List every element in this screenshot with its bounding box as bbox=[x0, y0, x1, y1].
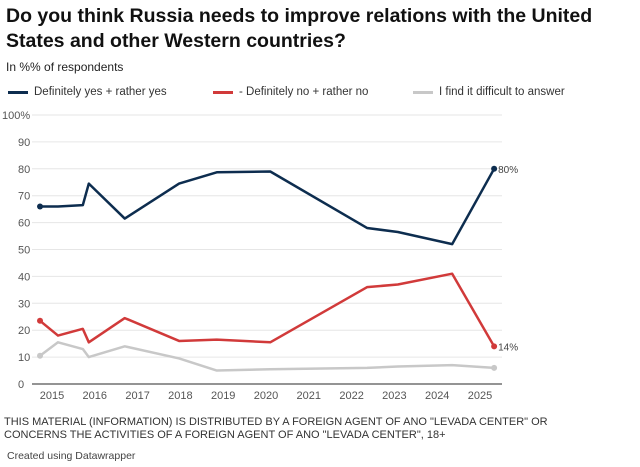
x-tick-label: 2025 bbox=[468, 390, 492, 402]
x-tick-label: 2017 bbox=[125, 390, 149, 402]
y-tick-label: 60 bbox=[18, 218, 30, 230]
end-point bbox=[491, 343, 498, 350]
series-line bbox=[40, 168, 496, 246]
y-tick-label: 50 bbox=[18, 245, 30, 257]
start-point bbox=[37, 203, 44, 210]
x-tick-label: 2020 bbox=[254, 390, 278, 402]
legend-swatch bbox=[413, 90, 433, 94]
legend-item-difficult: I find it difficult to answer bbox=[413, 86, 565, 98]
start-point bbox=[37, 317, 44, 324]
series-line bbox=[39, 272, 496, 347]
credit: Created using Datawrapper bbox=[7, 450, 136, 462]
y-tick-label: 100% bbox=[2, 110, 30, 122]
y-tick-label: 20 bbox=[18, 325, 30, 337]
legend-swatch bbox=[8, 90, 28, 94]
end-point bbox=[491, 364, 498, 371]
legend-swatch bbox=[213, 90, 233, 94]
chart-title: Do you think Russia needs to improve rel… bbox=[6, 5, 593, 52]
y-tick-label: 40 bbox=[18, 271, 30, 283]
end-point bbox=[491, 165, 498, 172]
y-tick-label: 10 bbox=[18, 352, 30, 364]
x-tick-label: 2021 bbox=[297, 390, 321, 402]
y-tick-label: 90 bbox=[18, 137, 30, 149]
x-tick-label: 2018 bbox=[168, 390, 192, 402]
x-tick-label: 2024 bbox=[425, 390, 449, 402]
y-tick-label: 70 bbox=[18, 191, 30, 203]
x-tick-label: 2015 bbox=[40, 390, 64, 402]
end-label: 80% bbox=[498, 165, 518, 176]
legend-item-yes: Definitely yes + rather yes bbox=[8, 86, 167, 98]
end-label: 14% bbox=[498, 342, 518, 353]
y-tick-label: 30 bbox=[18, 298, 30, 310]
y-tick-label: 80 bbox=[18, 164, 30, 176]
line-chart: 0 10 20 30 40 50 60 70 80 90 100% 2015 2016 2017 2018 2… bbox=[2, 110, 518, 402]
legend-label: I find it difficult to answer bbox=[439, 86, 565, 98]
x-tick-label: 2022 bbox=[339, 390, 363, 402]
legend-label: - Definitely no + rather no bbox=[239, 86, 369, 98]
y-tick-label: 0 bbox=[18, 379, 24, 391]
start-point bbox=[37, 352, 44, 359]
disclaimer-note: THIS MATERIAL (INFORMATION) IS DISTRIBUT… bbox=[4, 416, 548, 441]
chart-subtitle: In %% of respondents bbox=[6, 60, 124, 74]
x-tick-label: 2019 bbox=[211, 390, 235, 402]
legend-label: Definitely yes + rather yes bbox=[34, 86, 167, 98]
x-tick-label: 2023 bbox=[382, 390, 406, 402]
series-line bbox=[39, 341, 495, 372]
legend-item-no: - Definitely no + rather no bbox=[213, 86, 368, 98]
x-tick-label: 2016 bbox=[83, 390, 107, 402]
